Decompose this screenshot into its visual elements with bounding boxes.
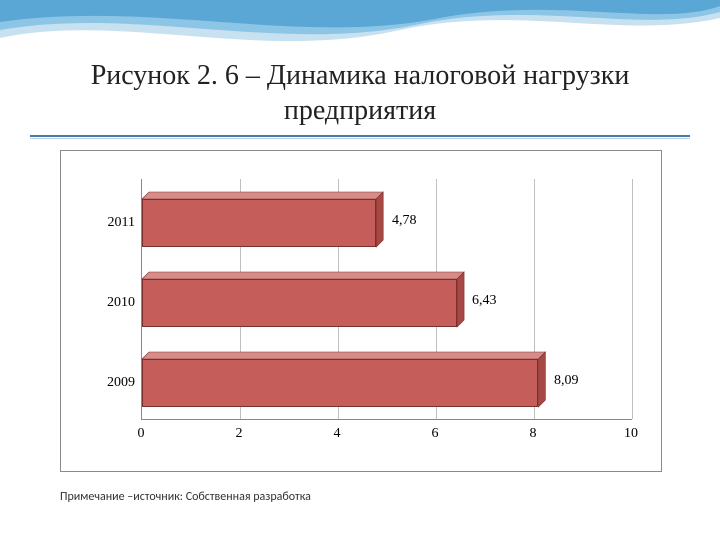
bar-face [142, 359, 538, 407]
x-tick-label: 0 [121, 426, 161, 442]
y-category-label: 2009 [97, 375, 135, 391]
bar-value-label: 8,09 [554, 373, 579, 389]
bar-value-label: 6,43 [472, 293, 497, 309]
plot-area: 4,78 6,43 8,09 [141, 179, 632, 420]
bar-face [142, 279, 457, 327]
x-tick-label: 2 [219, 426, 259, 442]
x-tick-label: 8 [513, 426, 553, 442]
footnote: Примечание –источник: Собственная разраб… [60, 490, 311, 504]
bar-face [142, 199, 376, 247]
y-category-label: 2011 [97, 215, 135, 231]
bar-value-label: 4,78 [392, 213, 417, 229]
gridline [632, 179, 633, 419]
slide-title: Рисунок 2. 6 – Динамика налоговой нагруз… [0, 58, 720, 128]
chart-container: 4,78 6,43 8,09 2011 2010 2009 0 2 4 6 8 … [60, 150, 662, 472]
title-line-2: предприятия [284, 95, 436, 126]
y-category-label: 2010 [97, 295, 135, 311]
x-tick-label: 10 [611, 426, 651, 442]
title-line-1: Рисунок 2. 6 – Динамика налоговой нагруз… [91, 60, 630, 91]
x-tick-label: 4 [317, 426, 357, 442]
x-tick-label: 6 [415, 426, 455, 442]
title-underline [30, 135, 690, 137]
